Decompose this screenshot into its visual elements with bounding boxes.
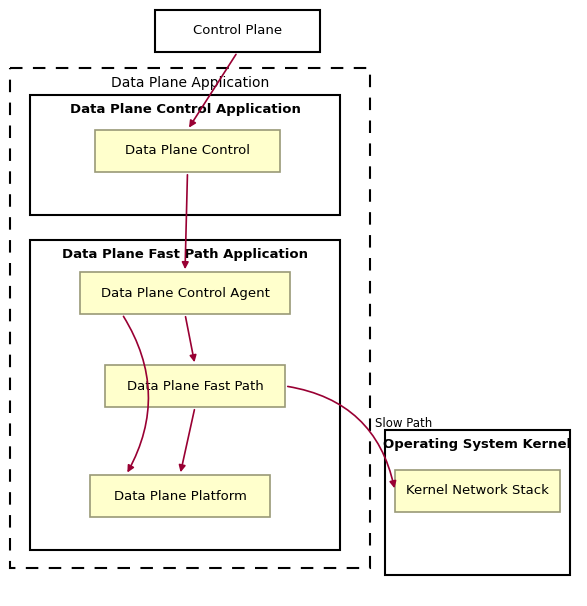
Text: Data Plane Application: Data Plane Application (111, 76, 269, 90)
Text: Data Plane Fast Path Application: Data Plane Fast Path Application (62, 248, 308, 261)
Bar (95, 130, 280, 172)
Bar (105, 365, 285, 407)
Bar (385, 430, 570, 575)
Text: Data Plane Fast Path: Data Plane Fast Path (127, 379, 264, 393)
Text: Control Plane: Control Plane (193, 24, 282, 38)
Text: Data Plane Control Agent: Data Plane Control Agent (100, 287, 269, 299)
Text: Data Plane Control Application: Data Plane Control Application (70, 103, 301, 116)
Bar (395, 470, 560, 512)
Bar (30, 95, 340, 215)
Text: Data Plane Platform: Data Plane Platform (113, 490, 247, 502)
Bar (80, 272, 290, 314)
Text: Kernel Network Stack: Kernel Network Stack (406, 485, 549, 498)
Bar (10, 68, 370, 568)
Text: Slow Path: Slow Path (375, 417, 432, 430)
Bar (30, 240, 340, 550)
Bar (155, 10, 320, 52)
Text: Operating System Kernel: Operating System Kernel (383, 438, 572, 451)
Bar (90, 475, 270, 517)
Text: Data Plane Control: Data Plane Control (125, 144, 250, 158)
